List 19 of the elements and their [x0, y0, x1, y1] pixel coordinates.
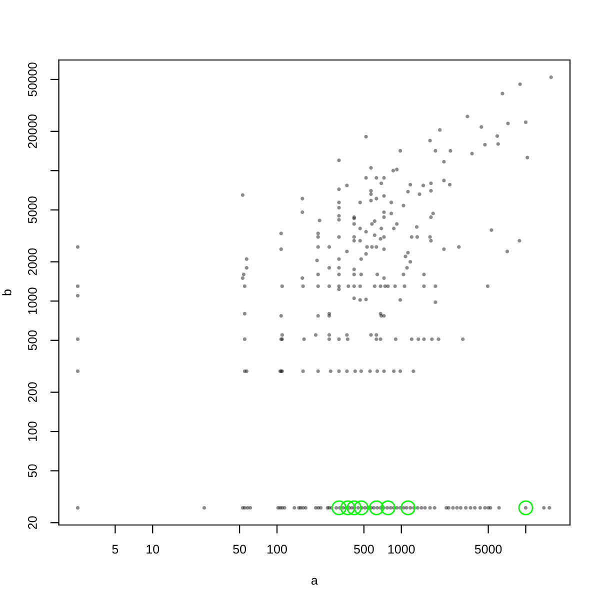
y-tick-label: 50	[28, 464, 37, 478]
y-tick-label: 2000	[28, 248, 37, 276]
y-tick-label: 20000	[28, 114, 37, 148]
x-tick-label: 500	[354, 544, 374, 554]
x-tick-label: 50	[233, 544, 246, 554]
x-axis-title: a	[311, 578, 318, 585]
y-tick-label: 100	[28, 422, 37, 441]
x-tick-label: 5	[112, 544, 118, 554]
x-tick-label: 100	[268, 544, 287, 554]
y-tick-label: 200	[28, 382, 37, 402]
y-tick-label: 1000	[28, 288, 37, 314]
y-tick-label: 50000	[28, 62, 37, 96]
y-tick-label: 20	[28, 516, 37, 530]
x-tick-label: 5000	[474, 544, 502, 554]
y-axis-title: b	[2, 290, 12, 296]
x-tick-label: 1000	[388, 544, 415, 554]
x-tick-label: 10	[146, 544, 160, 554]
y-tick-label: 5000	[28, 196, 37, 224]
y-tick-label: 500	[28, 330, 37, 350]
